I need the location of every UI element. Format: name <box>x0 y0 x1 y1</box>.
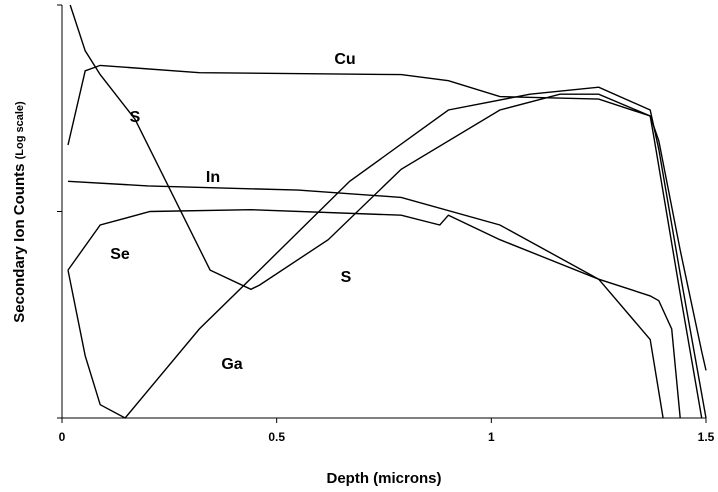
annotation: S <box>341 269 352 286</box>
x-tick-label: 0 <box>59 430 66 444</box>
x-axis-label: Depth (microns) <box>326 470 441 487</box>
x-tick-label: 0.5 <box>268 430 285 444</box>
series-line <box>69 4 703 419</box>
annotation: S <box>130 109 141 126</box>
y-axis-label-note: (Log scale) <box>14 101 26 159</box>
annotation: In <box>206 169 220 186</box>
annotation: Ga <box>221 356 242 373</box>
annotation: Cu <box>334 51 355 68</box>
series-line <box>67 64 707 371</box>
series-line <box>67 180 681 419</box>
y-axis-label: Secondary Ion Counts (Log scale) <box>11 101 28 323</box>
series-line <box>67 208 664 419</box>
x-tick-label: 1 <box>488 430 495 444</box>
y-axis-label-main: Secondary Ion Counts <box>11 164 28 323</box>
x-tick-label: 1.5 <box>698 430 715 444</box>
series-line <box>67 86 707 419</box>
annotation: Se <box>110 246 130 263</box>
